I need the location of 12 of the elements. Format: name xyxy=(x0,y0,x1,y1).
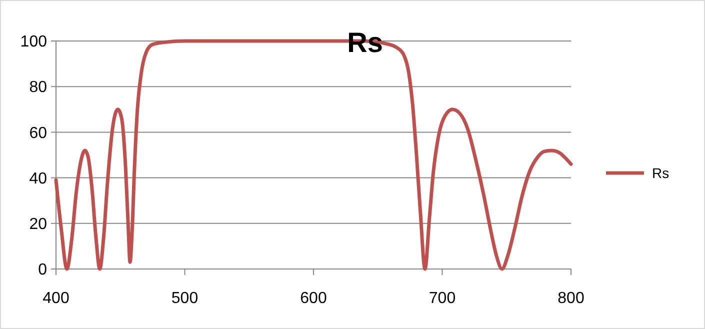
x-tick-label: 500 xyxy=(171,290,198,307)
y-tick-label: 0 xyxy=(38,262,48,279)
legend-label: Rs xyxy=(652,164,670,181)
x-tick-label: 700 xyxy=(428,290,456,307)
x-tick-label: 600 xyxy=(300,290,327,307)
x-tick-label: 800 xyxy=(558,290,584,307)
y-tick-label: 40 xyxy=(29,170,48,188)
y-tick-label: 20 xyxy=(29,216,48,233)
y-tick-label: 80 xyxy=(29,79,48,96)
y-tick-label: 60 xyxy=(29,124,48,142)
x-tick-label: 400 xyxy=(42,290,70,307)
y-tick-label: 100 xyxy=(20,34,48,51)
